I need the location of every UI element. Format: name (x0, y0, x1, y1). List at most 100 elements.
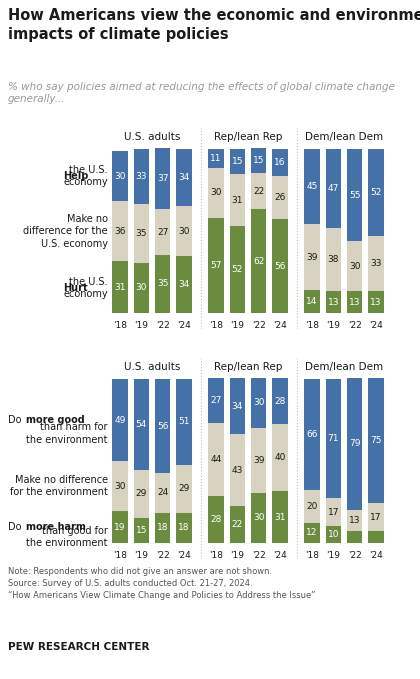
Text: 15: 15 (231, 158, 243, 166)
Bar (155, 255, 171, 313)
Bar (134, 149, 149, 204)
Bar (304, 149, 320, 225)
Text: Make no difference
for the environment: Make no difference for the environment (10, 475, 108, 498)
Bar (304, 523, 320, 543)
Text: 34: 34 (178, 173, 190, 182)
Text: '22: '22 (252, 321, 265, 331)
Bar (326, 291, 341, 313)
Text: 30: 30 (178, 227, 190, 236)
Text: 56: 56 (157, 422, 168, 430)
Text: 30: 30 (210, 188, 222, 198)
Bar (251, 147, 266, 172)
Text: 29: 29 (178, 484, 190, 493)
Text: Rep/lean Rep: Rep/lean Rep (214, 132, 282, 142)
Text: than harm for
the environment: than harm for the environment (26, 422, 108, 445)
Text: '19: '19 (134, 321, 148, 331)
Text: 34: 34 (178, 280, 190, 289)
Bar (273, 491, 288, 543)
Bar (347, 291, 362, 313)
Bar (112, 461, 128, 511)
Bar (230, 378, 245, 435)
Bar (368, 503, 384, 531)
Text: 62: 62 (253, 257, 265, 265)
Text: 34: 34 (231, 401, 243, 411)
Text: '24: '24 (177, 321, 191, 331)
Bar (347, 531, 362, 543)
Text: 35: 35 (136, 230, 147, 238)
Bar (230, 435, 245, 507)
Text: 57: 57 (210, 261, 222, 270)
Text: U.S. adults: U.S. adults (124, 132, 180, 142)
Text: U.S. adults: U.S. adults (124, 362, 180, 372)
Text: 39: 39 (306, 253, 318, 261)
Bar (251, 209, 266, 313)
Text: 35: 35 (157, 279, 168, 289)
Bar (176, 149, 192, 206)
Text: 13: 13 (349, 297, 360, 307)
Text: 31: 31 (231, 196, 243, 205)
Bar (326, 498, 341, 526)
Bar (230, 507, 245, 543)
Bar (347, 378, 362, 510)
Bar (251, 428, 266, 493)
Bar (230, 149, 245, 175)
Bar (368, 531, 384, 543)
Bar (368, 291, 384, 313)
Bar (251, 172, 266, 209)
Text: '18: '18 (113, 551, 127, 560)
Bar (208, 496, 223, 543)
Text: '19: '19 (230, 321, 244, 331)
Text: 30: 30 (114, 481, 126, 491)
Text: 47: 47 (328, 184, 339, 193)
Text: 22: 22 (253, 187, 264, 196)
Bar (230, 226, 245, 313)
Bar (134, 380, 149, 469)
Bar (368, 149, 384, 236)
Text: 27: 27 (210, 396, 221, 405)
Bar (347, 510, 362, 531)
Bar (176, 513, 192, 543)
Text: '19: '19 (134, 551, 148, 560)
Text: 24: 24 (157, 488, 168, 498)
Bar (134, 518, 149, 543)
Text: 79: 79 (349, 439, 360, 448)
Text: 31: 31 (274, 513, 286, 521)
Text: '18: '18 (209, 321, 223, 331)
Bar (155, 513, 171, 543)
Text: 27: 27 (157, 227, 168, 236)
Text: the U.S.
economy: the U.S. economy (63, 165, 108, 187)
Text: '19: '19 (326, 321, 340, 331)
Text: Dem/lean Dem: Dem/lean Dem (305, 132, 383, 142)
Text: 30: 30 (349, 261, 360, 271)
Text: Do: Do (8, 416, 25, 425)
Text: than good for
the environment: than good for the environment (26, 526, 108, 549)
Text: 11: 11 (210, 154, 222, 163)
Text: 52: 52 (231, 265, 243, 274)
Bar (155, 147, 171, 209)
Bar (347, 241, 362, 291)
Text: 54: 54 (136, 420, 147, 429)
Text: '22: '22 (156, 321, 170, 331)
Bar (368, 378, 384, 503)
Text: 36: 36 (114, 227, 126, 236)
Text: 17: 17 (370, 513, 382, 521)
Bar (112, 151, 128, 201)
Text: '19: '19 (230, 551, 244, 560)
Bar (176, 256, 192, 313)
Text: 52: 52 (370, 188, 382, 198)
Bar (304, 225, 320, 290)
Bar (208, 218, 223, 313)
Text: 30: 30 (253, 513, 265, 522)
Bar (134, 204, 149, 263)
Text: '18: '18 (113, 321, 127, 331)
Text: Do: Do (8, 522, 25, 532)
Text: 33: 33 (136, 172, 147, 181)
Bar (112, 511, 128, 543)
Bar (155, 473, 171, 513)
Text: 39: 39 (253, 456, 265, 465)
Bar (273, 176, 288, 219)
Text: the U.S.
economy: the U.S. economy (63, 277, 108, 299)
Text: 12: 12 (306, 528, 318, 538)
Text: 30: 30 (253, 398, 265, 407)
Text: 13: 13 (370, 297, 382, 307)
